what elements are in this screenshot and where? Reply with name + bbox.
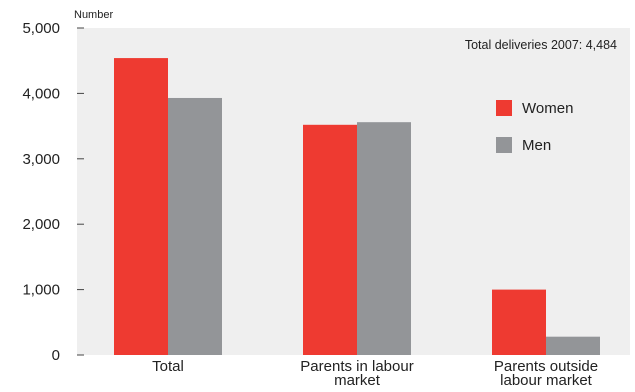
legend-swatch-women [496,100,512,116]
legend-label-women: Women [522,100,573,117]
y-tick-label: 4,000 [22,85,60,102]
bar-men-2 [546,336,600,355]
y-tick-label: 3,000 [22,151,60,168]
y-axis-unit-label: Number [74,9,113,21]
legend: Women Men [496,100,573,154]
bar-women-1 [303,124,357,356]
x-category-label: Parents outside labour market [494,358,598,389]
y-tick-label: 1,000 [22,282,60,299]
bar-women-0 [114,58,168,356]
y-tick-label: 0 [52,347,60,364]
total-deliveries-annotation: Total deliveries 2007: 4,484 [465,38,617,52]
legend-swatch-men [496,137,512,153]
x-category-label: Total [152,358,184,375]
bar-women-2 [492,289,546,355]
x-category-label: Parents in labour market [300,358,413,389]
y-tick-label: 2,000 [22,216,60,233]
bar-men-0 [168,97,222,355]
legend-label-men: Men [522,137,551,154]
y-tick-label: 5,000 [22,20,60,37]
bar-men-1 [357,122,411,356]
